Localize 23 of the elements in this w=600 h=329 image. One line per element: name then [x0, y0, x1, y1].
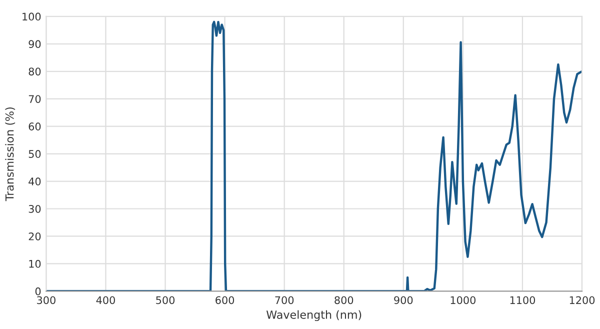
y-tick-label: 20 [28, 232, 41, 240]
y-tick-label: 70 [28, 95, 41, 103]
y-tick-label: 10 [29, 260, 41, 268]
x-tick-label: 600 [216, 296, 234, 304]
y-tick-label: 60 [28, 122, 41, 130]
x-tick-label: 900 [394, 296, 413, 304]
y-tick-label: 30 [28, 204, 41, 213]
x-tick-label: 700 [275, 296, 294, 304]
y-axis-title: Transmission (%) [5, 107, 16, 202]
x-tick-label: 1100 [510, 296, 536, 304]
y-tick-label: 40 [28, 178, 41, 186]
x-axis-title: Wavelength (nm) [266, 310, 362, 322]
y-tick-label: 0 [35, 287, 41, 296]
y-tick-label: 100 [22, 12, 41, 21]
x-tick-label: 500 [156, 296, 175, 304]
y-tick-label: 90 [28, 40, 41, 48]
y-tick-label: 80 [28, 68, 41, 76]
x-tick-label: 1000 [450, 296, 476, 304]
x-tick-label: 300 [37, 296, 56, 304]
x-tick-label: 1200 [570, 296, 595, 304]
y-tick-label: 50 [28, 150, 41, 158]
x-tick-label: 800 [334, 296, 354, 304]
x-tick-label: 400 [96, 296, 115, 304]
